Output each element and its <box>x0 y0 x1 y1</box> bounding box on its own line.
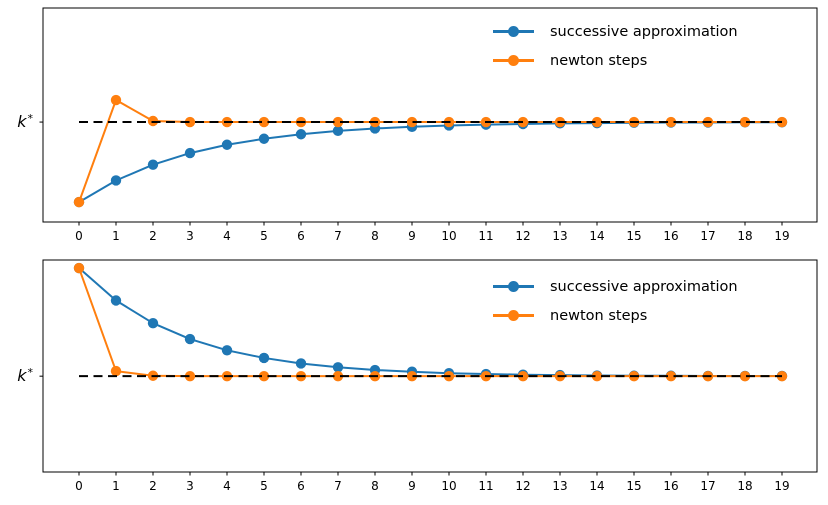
x-tick-label: 8 <box>371 229 379 243</box>
legend-dot-icon <box>508 54 519 66</box>
data-point-successive-approximation <box>110 175 122 186</box>
data-point-newton-steps <box>739 370 751 382</box>
x-tick-label: 15 <box>626 479 641 493</box>
legend-item-successive-approximation: successive approximation <box>493 272 738 301</box>
series-line-successive-approximation <box>78 121 782 203</box>
x-tick-label: 10 <box>441 479 456 493</box>
data-point-newton-steps <box>184 370 196 382</box>
data-point-newton-steps <box>591 116 603 128</box>
x-tick-label: 13 <box>552 229 567 243</box>
axes-frame <box>42 259 818 473</box>
x-tick-label: 5 <box>260 229 268 243</box>
data-point-newton-steps <box>332 370 344 382</box>
x-tick-label: 14 <box>589 479 604 493</box>
data-point-newton-steps <box>147 115 159 127</box>
x-tick-label: 16 <box>663 229 678 243</box>
data-point-newton-steps <box>406 370 418 382</box>
y-axis-label-kstar: k* <box>17 112 33 131</box>
data-point-newton-steps <box>258 370 270 382</box>
legend-item-newton-steps: newton steps <box>493 46 738 75</box>
data-point-successive-approximation <box>295 129 307 140</box>
series-line-newton-steps <box>78 99 782 203</box>
x-tick-label: 4 <box>223 479 231 493</box>
x-tick-label: 1 <box>112 479 120 493</box>
x-tick-label: 11 <box>478 229 493 243</box>
x-tick-label: 19 <box>774 229 789 243</box>
x-tick-label: 12 <box>515 229 530 243</box>
x-tick-label: 3 <box>186 479 194 493</box>
data-point-newton-steps <box>665 370 677 382</box>
x-tick-label: 7 <box>334 479 342 493</box>
x-tick-label: 14 <box>589 229 604 243</box>
x-tick-label: 6 <box>297 479 305 493</box>
x-tick-label: 18 <box>737 479 752 493</box>
data-point-successive-approximation <box>258 133 270 144</box>
x-tick-label: 6 <box>297 229 305 243</box>
x-tick-label: 0 <box>75 479 83 493</box>
legend-label-successive-approximation: successive approximation <box>550 278 738 295</box>
legend-label-successive-approximation: successive approximation <box>550 23 738 40</box>
legend-bottom: successive approximation newton steps <box>493 272 738 330</box>
data-point-newton-steps <box>258 116 270 128</box>
legend-top: successive approximation newton steps <box>493 17 738 75</box>
data-point-successive-approximation <box>221 345 233 356</box>
x-tick-label: 13 <box>552 479 567 493</box>
x-tick-label: 12 <box>515 479 530 493</box>
x-tick-label: 18 <box>737 229 752 243</box>
legend-label-newton-steps: newton steps <box>550 52 648 69</box>
x-tick-label: 7 <box>334 229 342 243</box>
x-tick-label: 2 <box>149 479 157 493</box>
data-point-successive-approximation <box>147 159 159 170</box>
x-tick-label: 2 <box>149 229 157 243</box>
x-tick-label: 5 <box>260 479 268 493</box>
data-point-newton-steps <box>739 116 751 128</box>
legend-line-newton-steps <box>493 309 534 321</box>
x-tick-label: 9 <box>408 229 416 243</box>
legend-dot-icon <box>508 280 519 292</box>
data-point-successive-approximation <box>295 358 307 369</box>
x-tick-label: 15 <box>626 229 641 243</box>
x-tick-label: 9 <box>408 479 416 493</box>
x-tick-label: 17 <box>700 229 715 243</box>
data-point-newton-steps <box>73 196 85 208</box>
legend-label-newton-steps: newton steps <box>550 307 648 324</box>
legend-line-newton-steps <box>493 54 534 66</box>
x-tick-label: 17 <box>700 479 715 493</box>
x-tick-label: 19 <box>774 479 789 493</box>
data-point-successive-approximation <box>221 139 233 150</box>
legend-item-successive-approximation: successive approximation <box>493 17 738 46</box>
legend-line-successive-approximation <box>493 25 534 37</box>
data-point-newton-steps <box>591 370 603 382</box>
legend-item-newton-steps: newton steps <box>493 301 738 330</box>
x-tick-label: 16 <box>663 479 678 493</box>
data-point-newton-steps <box>665 116 677 128</box>
axes-frame <box>42 7 818 223</box>
x-tick-label: 10 <box>441 229 456 243</box>
x-tick-label: 0 <box>75 229 83 243</box>
data-point-successive-approximation <box>332 362 344 373</box>
x-tick-label: 1 <box>112 229 120 243</box>
legend-dot-icon <box>508 25 519 37</box>
y-axis-label-kstar: k* <box>17 366 33 385</box>
legend-dot-icon <box>508 309 519 321</box>
data-point-successive-approximation <box>147 317 159 329</box>
legend-line-successive-approximation <box>493 280 534 292</box>
data-point-successive-approximation <box>110 295 122 306</box>
x-tick-label: 8 <box>371 479 379 493</box>
data-point-newton-steps <box>332 116 344 128</box>
data-point-successive-approximation <box>184 333 196 345</box>
data-point-newton-steps <box>73 262 85 274</box>
data-point-successive-approximation <box>184 147 196 159</box>
data-point-newton-steps <box>406 116 418 128</box>
x-tick-label: 3 <box>186 229 194 243</box>
data-point-successive-approximation <box>332 125 344 137</box>
data-point-newton-steps <box>184 116 196 128</box>
data-point-newton-steps <box>110 94 122 106</box>
x-tick-label: 4 <box>223 229 231 243</box>
x-tick-label: 11 <box>478 479 493 493</box>
data-point-newton-steps <box>110 365 122 377</box>
data-point-successive-approximation <box>258 352 270 364</box>
